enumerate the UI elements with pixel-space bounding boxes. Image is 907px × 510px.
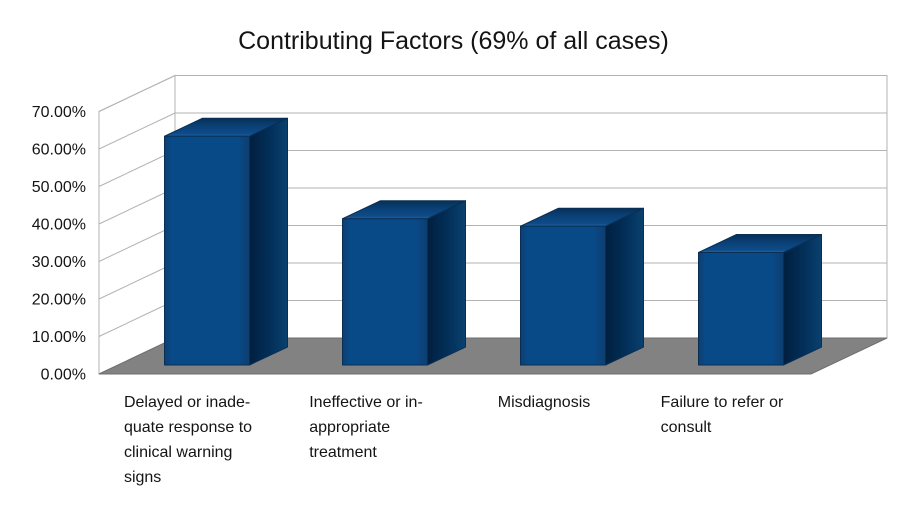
gridline-wall xyxy=(98,300,176,337)
gridline-wall xyxy=(98,187,176,225)
y-tick-label: 30.00% xyxy=(32,254,86,271)
gridline-wall xyxy=(98,112,176,150)
y-tick-label: 20.00% xyxy=(32,292,86,309)
gridline-wall xyxy=(98,75,176,112)
bar-0 xyxy=(164,117,288,366)
bar-right-face xyxy=(249,117,288,366)
bar-front-face xyxy=(520,225,606,366)
bar-right-face xyxy=(605,207,644,366)
gridline-wall xyxy=(98,225,176,262)
bar-3 xyxy=(698,234,822,366)
y-tick-label: 0.00% xyxy=(41,367,86,384)
y-tick-label: 70.00% xyxy=(32,104,86,121)
bar-right-face xyxy=(427,200,466,366)
bar-front-face xyxy=(342,218,428,366)
y-tick-label: 50.00% xyxy=(32,179,86,196)
chart-title: Contributing Factors (69% of all cases) xyxy=(238,27,669,55)
bar-1 xyxy=(342,200,466,366)
bar-front-face xyxy=(698,252,784,366)
gridline-wall xyxy=(98,262,176,300)
bar-2 xyxy=(520,207,644,366)
chart-left-wall xyxy=(98,74,176,375)
y-tick-label: 60.00% xyxy=(32,142,86,159)
bar-right-face xyxy=(783,234,822,366)
y-tick-label: 10.00% xyxy=(32,329,86,346)
gridline-wall xyxy=(98,150,176,187)
chart-floor xyxy=(98,337,888,375)
y-tick-label: 40.00% xyxy=(32,217,86,234)
bar-front-face xyxy=(164,135,250,366)
